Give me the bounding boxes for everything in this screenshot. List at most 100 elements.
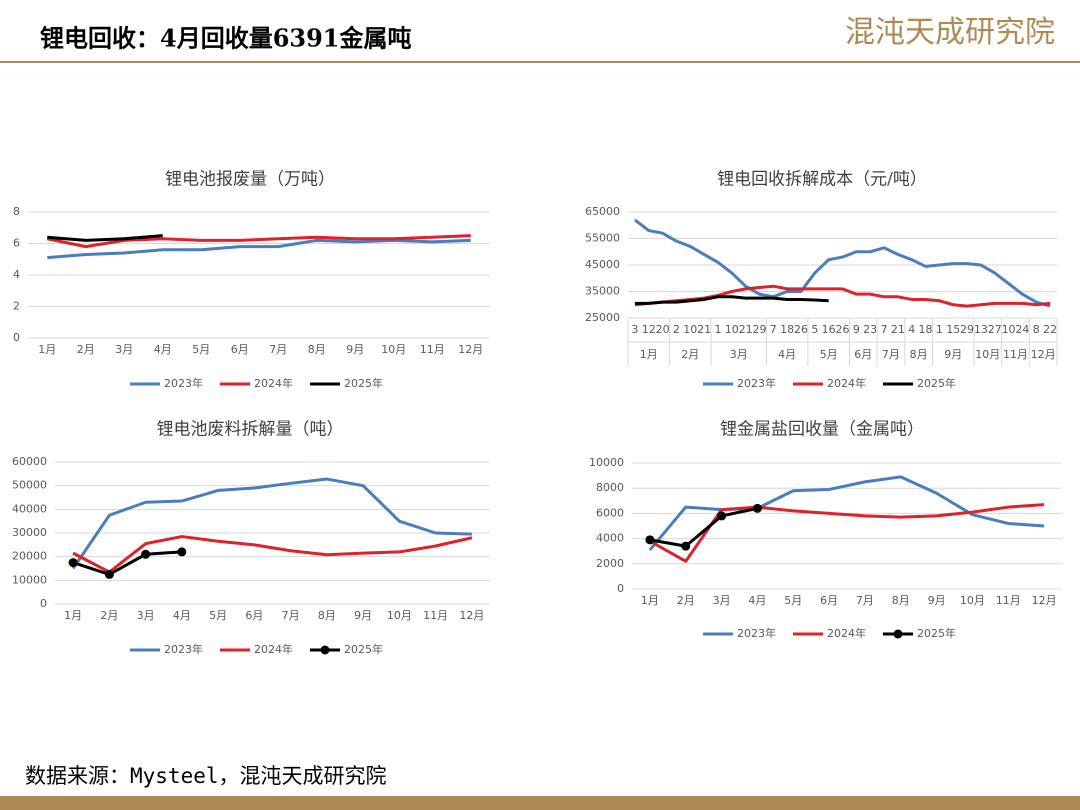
x-tick-label: 10月 [381, 343, 406, 356]
series-line [47, 234, 163, 242]
chart-title: 锂电回收拆解成本（元/吨） [717, 170, 927, 190]
x-tick-label: 29 [752, 323, 766, 336]
series-marker [177, 547, 187, 557]
series-line [634, 218, 1051, 308]
x-tick-label: 18 [919, 323, 933, 336]
x-group-label: 12月 [1031, 348, 1056, 361]
y-tick-label: 65000 [585, 205, 620, 218]
x-tick-label: 12月 [459, 609, 484, 622]
x-group-label: 11月 [1003, 348, 1028, 361]
x-tick-label: 20 [656, 323, 670, 336]
x-tick-label: 3月 [115, 343, 133, 356]
series-marker [68, 558, 78, 568]
x-tick-label: 21 [891, 323, 905, 336]
y-tick-label: 0 [13, 331, 20, 344]
y-tick-label: 0 [617, 582, 624, 595]
series-marker [717, 511, 727, 521]
x-tick-label: 23 [863, 323, 877, 336]
legend-label: 2025年 [917, 626, 956, 640]
legend-label: 2024年 [254, 642, 293, 656]
x-tick-label: 21 [697, 323, 711, 336]
x-group-label: 5月 [820, 348, 838, 361]
x-tick-label: 9 [853, 323, 860, 336]
y-tick-label: 2 [13, 300, 20, 313]
y-tick-label: 40000 [12, 502, 47, 515]
x-tick-label: 4月 [154, 343, 172, 356]
x-tick-label: 5月 [784, 594, 802, 607]
x-tick-label: 7月 [282, 609, 300, 622]
x-group-label: 7月 [882, 348, 900, 361]
legend-marker [893, 629, 903, 639]
x-tick-label: 6月 [820, 594, 838, 607]
series-line [634, 284, 1051, 308]
x-tick-label: 10 [1002, 323, 1016, 336]
y-tick-label: 30000 [12, 526, 47, 539]
series-line [71, 477, 472, 570]
legend-label: 2025年 [344, 642, 383, 656]
x-tick-label: 8月 [892, 594, 910, 607]
legend-label: 2025年 [917, 376, 956, 390]
source: 数据来源：Mysteel，混沌天成研究院 [25, 764, 387, 788]
legend-label: 2024年 [827, 626, 866, 640]
y-tick-label: 35000 [585, 285, 620, 298]
y-tick-label: 6000 [596, 506, 624, 519]
y-tick-label: 4000 [596, 532, 624, 545]
x-tick-label: 3月 [713, 594, 731, 607]
x-tick-label: 1 [936, 323, 943, 336]
slide-title: 锂电回收：4月回收量6391金属吨 [40, 24, 412, 53]
y-tick-label: 50000 [12, 479, 47, 492]
x-tick-label: 9月 [354, 609, 372, 622]
x-tick-label: 11月 [420, 343, 445, 356]
x-tick-label: 10月 [960, 594, 985, 607]
x-group-label: 6月 [854, 348, 872, 361]
x-tick-label: 8月 [318, 609, 336, 622]
x-tick-label: 1月 [38, 343, 56, 356]
legend-label: 2023年 [737, 626, 776, 640]
x-tick-label: 15 [946, 323, 960, 336]
x-group-label: 10月 [975, 348, 1000, 361]
x-group-label: 4月 [778, 348, 796, 361]
logo: 混沌天成研究院 [845, 15, 1055, 50]
legend-label: 2023年 [164, 642, 203, 656]
x-tick-label: 5 [811, 323, 818, 336]
x-group-label: 1月 [640, 348, 658, 361]
series-line [46, 234, 471, 249]
x-tick-label: 24 [1015, 323, 1029, 336]
series-line [72, 550, 182, 576]
x-tick-label: 8 [1033, 323, 1040, 336]
x-tick-label: 12月 [458, 343, 483, 356]
x-tick-label: 16 [822, 323, 836, 336]
x-tick-label: 10月 [387, 609, 412, 622]
y-tick-label: 2000 [596, 557, 624, 570]
x-tick-label: 4月 [748, 594, 766, 607]
x-tick-label: 2 [673, 323, 680, 336]
x-tick-label: 27 [988, 323, 1002, 336]
y-tick-label: 0 [40, 597, 47, 610]
x-group-label: 9月 [944, 348, 962, 361]
y-tick-label: 20000 [12, 550, 47, 563]
legend-label: 2024年 [254, 376, 293, 390]
y-tick-label: 8000 [596, 481, 624, 494]
x-tick-label: 3月 [137, 609, 155, 622]
x-tick-label: 10 [725, 323, 739, 336]
x-tick-label: 5月 [192, 343, 210, 356]
chart-title: 锂电池报废量（万吨） [165, 170, 335, 190]
y-tick-label: 8 [13, 205, 20, 218]
y-tick-label: 60000 [12, 455, 47, 468]
x-tick-label: 1 [714, 323, 721, 336]
series-line [649, 506, 758, 548]
x-tick-label: 12月 [1032, 594, 1057, 607]
x-group-label: 2月 [681, 348, 699, 361]
chart-title: 锂金属盐回收量（金属吨） [720, 420, 924, 440]
legend-label: 2025年 [344, 376, 383, 390]
legend-label: 2023年 [164, 376, 203, 390]
x-tick-label: 26 [794, 323, 808, 336]
legend-label: 2024年 [827, 376, 866, 390]
x-tick-label: 7 [881, 323, 888, 336]
x-tick-label: 9月 [928, 594, 946, 607]
x-tick-label: 11月 [423, 609, 448, 622]
x-tick-label: 4月 [173, 609, 191, 622]
x-tick-label: 2月 [77, 343, 95, 356]
y-tick-label: 4 [13, 268, 20, 281]
